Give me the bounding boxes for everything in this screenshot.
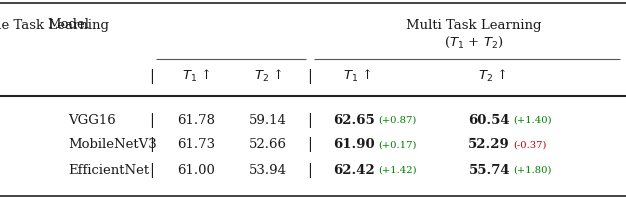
- Text: (+0.87): (+0.87): [378, 115, 416, 125]
- Text: 60.54: 60.54: [468, 114, 510, 126]
- Text: |: |: [307, 137, 312, 152]
- Text: $T_2$ ↑: $T_2$ ↑: [478, 68, 506, 84]
- Text: |: |: [150, 162, 155, 177]
- Text: 53.94: 53.94: [249, 163, 287, 177]
- Text: $T_1$ ↑: $T_1$ ↑: [182, 68, 210, 84]
- Text: (+0.17): (+0.17): [378, 140, 416, 150]
- Text: 55.74: 55.74: [468, 163, 510, 177]
- Text: |: |: [150, 68, 155, 83]
- Text: |: |: [307, 162, 312, 177]
- Text: Model: Model: [47, 19, 89, 31]
- Text: Single Task Learning: Single Task Learning: [0, 19, 109, 31]
- Text: 52.66: 52.66: [249, 139, 287, 151]
- Text: MobileNetV3: MobileNetV3: [68, 139, 156, 151]
- Text: 61.90: 61.90: [334, 139, 375, 151]
- Text: 61.00: 61.00: [177, 163, 215, 177]
- Text: $T_1$ ↑: $T_1$ ↑: [342, 68, 371, 84]
- Text: (+1.42): (+1.42): [378, 166, 417, 175]
- Text: VGG16: VGG16: [68, 114, 116, 126]
- Text: 61.78: 61.78: [177, 114, 215, 126]
- Text: Multi Task Learning: Multi Task Learning: [406, 19, 541, 31]
- Text: 52.29: 52.29: [468, 139, 510, 151]
- Text: $T_2$ ↑: $T_2$ ↑: [254, 68, 282, 84]
- Text: (+1.40): (+1.40): [513, 115, 552, 125]
- Text: 59.14: 59.14: [249, 114, 287, 126]
- Text: 61.73: 61.73: [177, 139, 215, 151]
- Text: (+1.80): (+1.80): [513, 166, 552, 175]
- Text: 62.42: 62.42: [333, 163, 375, 177]
- Text: (-0.37): (-0.37): [513, 140, 546, 150]
- Text: |: |: [150, 113, 155, 128]
- Text: |: |: [150, 137, 155, 152]
- Text: ($T_1$ + $T_2$): ($T_1$ + $T_2$): [444, 34, 504, 50]
- Text: |: |: [307, 68, 312, 83]
- Text: 62.65: 62.65: [333, 114, 375, 126]
- Text: |: |: [307, 113, 312, 128]
- Text: EfficientNet: EfficientNet: [68, 163, 149, 177]
